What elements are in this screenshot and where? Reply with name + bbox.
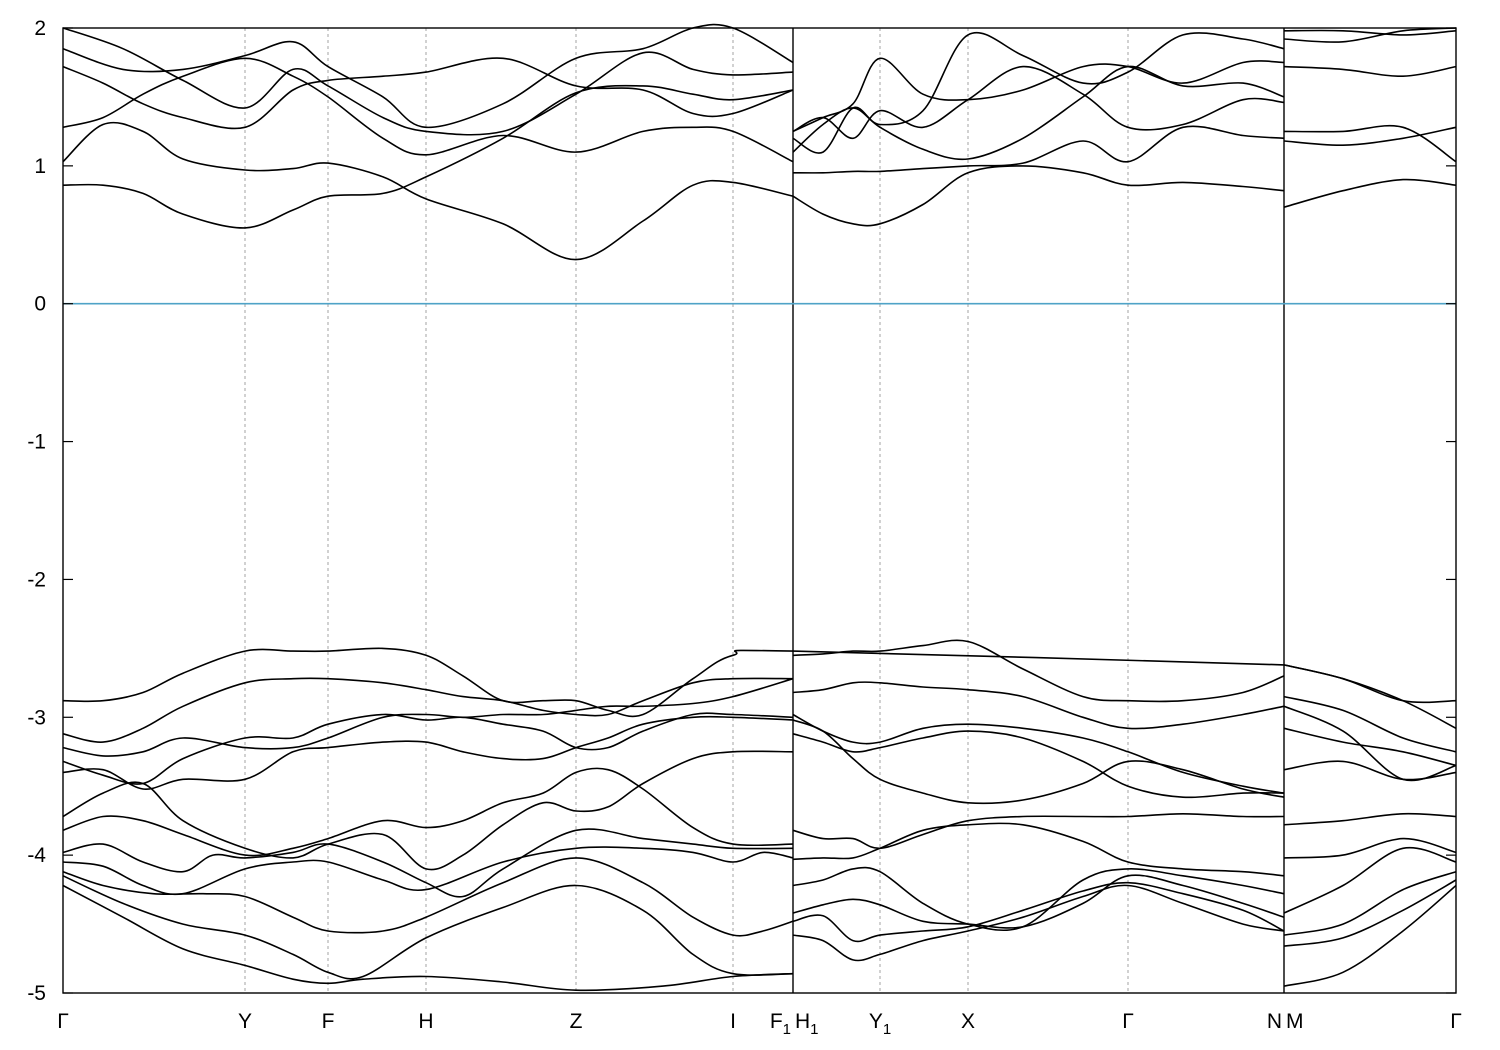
- x-tick-label-13: Γ: [1450, 1010, 1462, 1033]
- band-11: [62, 639, 1457, 743]
- x-tick-label-1: Y: [238, 1010, 252, 1033]
- x-tick-label-6: F1: [770, 1010, 791, 1038]
- plot-frame: [62, 27, 1457, 994]
- y-tick-label: -1: [27, 431, 46, 454]
- y-tick-label: 0: [34, 293, 46, 316]
- band-9: [62, 705, 1457, 794]
- band-13: [62, 84, 1457, 229]
- band-16: [62, 57, 1457, 133]
- y-axis: -5 -4 -3 -2 -1 0 1 2: [27, 17, 1456, 1005]
- x-tick-label-11: N: [1267, 1010, 1282, 1033]
- band-2: [62, 875, 1457, 980]
- band-4: [62, 846, 1457, 932]
- x-tick-label-0: Γ: [57, 1010, 69, 1033]
- kpoint-gridlines: [244, 28, 1285, 993]
- y-tick-label: -3: [27, 706, 46, 729]
- band-17: [62, 27, 1457, 140]
- y-tick-label: 2: [34, 17, 46, 40]
- y-tick-label: 1: [34, 155, 46, 178]
- x-tick-label-10: Γ: [1122, 1010, 1134, 1033]
- band-7: [62, 730, 1457, 871]
- band-14: [62, 121, 1457, 261]
- band-5: [62, 822, 1457, 898]
- x-axis: Γ Y F H Z I F1 H1 Y1 X Γ N M Γ: [57, 1010, 1462, 1038]
- x-tick-label-12: M: [1286, 1010, 1304, 1033]
- band-12: [62, 647, 1457, 718]
- y-tick-label: -4: [27, 844, 46, 867]
- x-tick-label-9: X: [961, 1010, 975, 1033]
- x-tick-label-8: Y1: [869, 1010, 891, 1038]
- band-lines: [62, 23, 1457, 992]
- y-tick-label: -5: [27, 982, 46, 1005]
- band-18: [62, 23, 1457, 154]
- band-1: [62, 884, 1457, 992]
- x-tick-label-5: I: [730, 1010, 736, 1033]
- x-tick-label-4: Z: [570, 1010, 583, 1033]
- x-tick-label-7: H1: [795, 1010, 819, 1038]
- y-tick-label: -2: [27, 568, 46, 591]
- band-10: [62, 677, 1457, 757]
- x-tick-label-2: F: [322, 1010, 335, 1033]
- band-8: [62, 715, 1457, 805]
- band-15: [62, 57, 1457, 163]
- band-6: [62, 767, 1457, 857]
- band-3: [62, 857, 1457, 937]
- x-tick-label-3: H: [418, 1010, 433, 1033]
